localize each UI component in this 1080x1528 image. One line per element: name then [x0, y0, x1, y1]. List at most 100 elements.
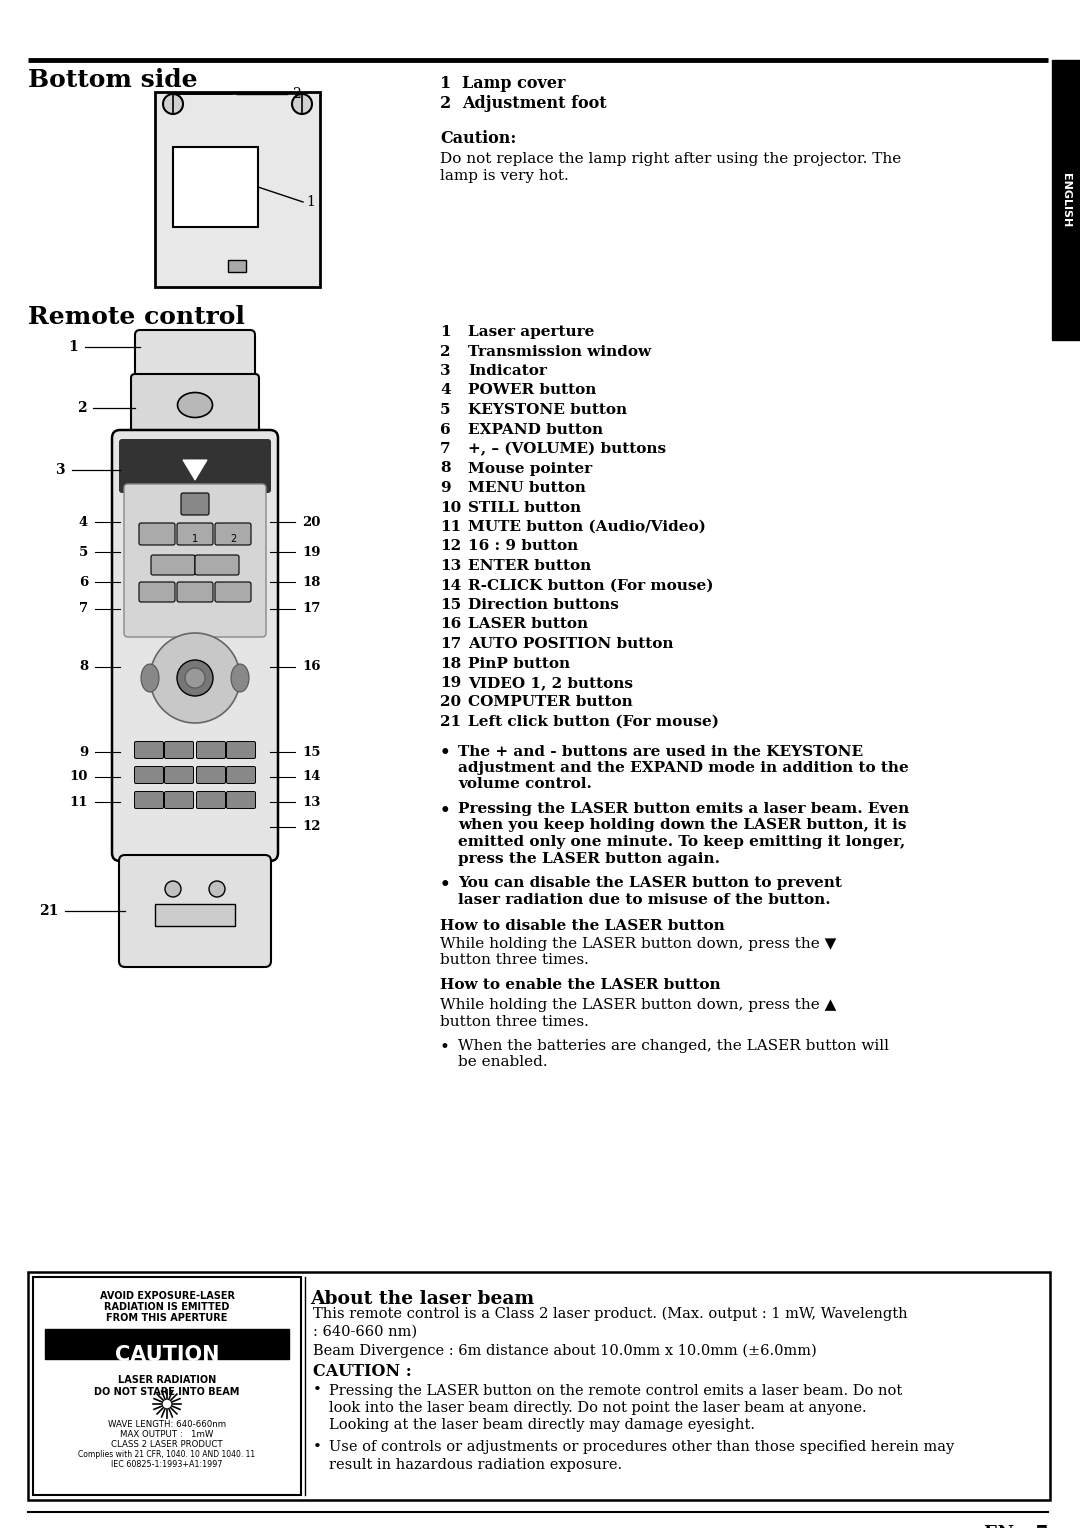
Text: 13: 13 [440, 559, 461, 573]
Text: You can disable the LASER button to prevent: You can disable the LASER button to prev… [458, 876, 842, 889]
Text: 14: 14 [440, 579, 461, 593]
FancyBboxPatch shape [195, 555, 239, 575]
FancyBboxPatch shape [181, 494, 210, 515]
Text: 2: 2 [440, 95, 451, 112]
Text: DO NOT STARE INTO BEAM: DO NOT STARE INTO BEAM [94, 1387, 240, 1397]
Text: KEYSTONE button: KEYSTONE button [468, 403, 627, 417]
Text: 1: 1 [306, 196, 315, 209]
Text: WAVE LENGTH: 640-660nm: WAVE LENGTH: 640-660nm [108, 1420, 226, 1429]
Text: 4: 4 [440, 384, 450, 397]
FancyBboxPatch shape [215, 582, 251, 602]
Text: 13: 13 [302, 796, 321, 808]
Text: result in hazardous radiation exposure.: result in hazardous radiation exposure. [329, 1458, 622, 1471]
Text: Remote control: Remote control [28, 306, 245, 329]
Text: MUTE button (Audio/Video): MUTE button (Audio/Video) [468, 520, 706, 533]
Text: 16 : 9 button: 16 : 9 button [468, 539, 578, 553]
Text: 21: 21 [440, 715, 461, 729]
Text: 11: 11 [69, 796, 87, 808]
FancyBboxPatch shape [156, 92, 320, 287]
Bar [228, 260, 246, 272]
Circle shape [185, 668, 205, 688]
Text: 16: 16 [440, 617, 461, 631]
Text: AUTO POSITION button: AUTO POSITION button [468, 637, 674, 651]
Text: EXPAND button: EXPAND button [468, 423, 603, 437]
Text: press the LASER button again.: press the LASER button again. [458, 851, 720, 865]
Text: •: • [313, 1439, 322, 1455]
Ellipse shape [177, 393, 213, 417]
Text: 7: 7 [79, 602, 87, 616]
Text: when you keep holding down the LASER button, it is: when you keep holding down the LASER but… [458, 819, 906, 833]
Text: Lamp cover: Lamp cover [462, 75, 566, 92]
Bar [156, 905, 235, 926]
Circle shape [177, 660, 213, 695]
Text: 17: 17 [302, 602, 321, 616]
FancyBboxPatch shape [227, 792, 256, 808]
Text: 15: 15 [440, 597, 461, 613]
FancyBboxPatch shape [124, 484, 266, 637]
Circle shape [210, 882, 225, 897]
Text: look into the laser beam directly. Do not point the laser beam at anyone.: look into the laser beam directly. Do no… [329, 1401, 866, 1415]
FancyBboxPatch shape [197, 741, 226, 758]
Text: Looking at the laser beam directly may damage eyesight.: Looking at the laser beam directly may d… [329, 1418, 755, 1433]
Text: EN – 7: EN – 7 [984, 1525, 1048, 1528]
Text: 2: 2 [292, 87, 300, 101]
Text: 1: 1 [440, 325, 450, 339]
Text: 19: 19 [440, 675, 461, 691]
Text: •: • [440, 876, 450, 892]
FancyBboxPatch shape [164, 792, 193, 808]
FancyBboxPatch shape [227, 767, 256, 784]
Text: 12: 12 [302, 821, 321, 833]
Text: AVOID EXPOSURE-LASER: AVOID EXPOSURE-LASER [99, 1291, 234, 1300]
Bar [1052, 60, 1080, 341]
Text: VIDEO 1, 2 buttons: VIDEO 1, 2 buttons [468, 675, 633, 691]
Text: 16: 16 [302, 660, 321, 674]
Circle shape [165, 882, 181, 897]
Text: Left click button (For mouse): Left click button (For mouse) [468, 715, 719, 729]
Text: 18: 18 [440, 657, 461, 671]
Text: CLASS 2 LASER PRODUCT: CLASS 2 LASER PRODUCT [111, 1439, 222, 1449]
Text: lamp is very hot.: lamp is very hot. [440, 170, 569, 183]
Text: laser radiation due to misuse of the button.: laser radiation due to misuse of the but… [458, 892, 831, 906]
FancyBboxPatch shape [197, 767, 226, 784]
Bar [33, 1277, 301, 1494]
Text: The + and - buttons are used in the KEYSTONE: The + and - buttons are used in the KEYS… [458, 744, 863, 758]
Text: 3: 3 [440, 364, 450, 377]
Text: button three times.: button three times. [440, 953, 589, 967]
Text: •: • [313, 1383, 322, 1398]
FancyBboxPatch shape [215, 523, 251, 545]
FancyBboxPatch shape [135, 767, 163, 784]
Text: •: • [440, 802, 450, 819]
Text: Direction buttons: Direction buttons [468, 597, 619, 613]
Text: 2: 2 [230, 533, 237, 544]
Text: Mouse pointer: Mouse pointer [468, 461, 592, 475]
Text: How to enable the LASER button: How to enable the LASER button [440, 978, 720, 992]
Text: 1: 1 [68, 341, 78, 354]
Text: Beam Divergence : 6m distance about 10.0mm x 10.0mm (±6.0mm): Beam Divergence : 6m distance about 10.0… [313, 1345, 816, 1358]
Text: adjustment and the EXPAND mode in addition to the: adjustment and the EXPAND mode in additi… [458, 761, 908, 775]
FancyBboxPatch shape [131, 374, 259, 437]
Bar [173, 147, 258, 228]
Text: PinP button: PinP button [468, 657, 570, 671]
Text: 19: 19 [302, 545, 321, 559]
Text: 9: 9 [440, 481, 450, 495]
Text: 1: 1 [192, 533, 198, 544]
FancyBboxPatch shape [112, 429, 278, 860]
Text: RADIATION IS EMITTED: RADIATION IS EMITTED [105, 1302, 230, 1313]
Text: While holding the LASER button down, press the ▲: While holding the LASER button down, pre… [440, 998, 836, 1012]
FancyBboxPatch shape [139, 523, 175, 545]
Text: Do not replace the lamp right after using the projector. The: Do not replace the lamp right after usin… [440, 151, 901, 167]
Text: 12: 12 [440, 539, 461, 553]
Text: •: • [440, 1039, 450, 1056]
Text: ENGLISH: ENGLISH [1061, 173, 1071, 228]
FancyBboxPatch shape [119, 856, 271, 967]
Text: 2: 2 [78, 400, 87, 416]
Text: 11: 11 [440, 520, 461, 533]
Text: Indicator: Indicator [468, 364, 546, 377]
Text: +, – (VOLUME) buttons: +, – (VOLUME) buttons [468, 442, 666, 457]
Text: : 640-660 nm): : 640-660 nm) [313, 1325, 417, 1339]
Text: 14: 14 [302, 770, 321, 784]
FancyBboxPatch shape [177, 523, 213, 545]
FancyBboxPatch shape [177, 582, 213, 602]
Text: 10: 10 [440, 501, 461, 515]
Text: 4: 4 [79, 515, 87, 529]
